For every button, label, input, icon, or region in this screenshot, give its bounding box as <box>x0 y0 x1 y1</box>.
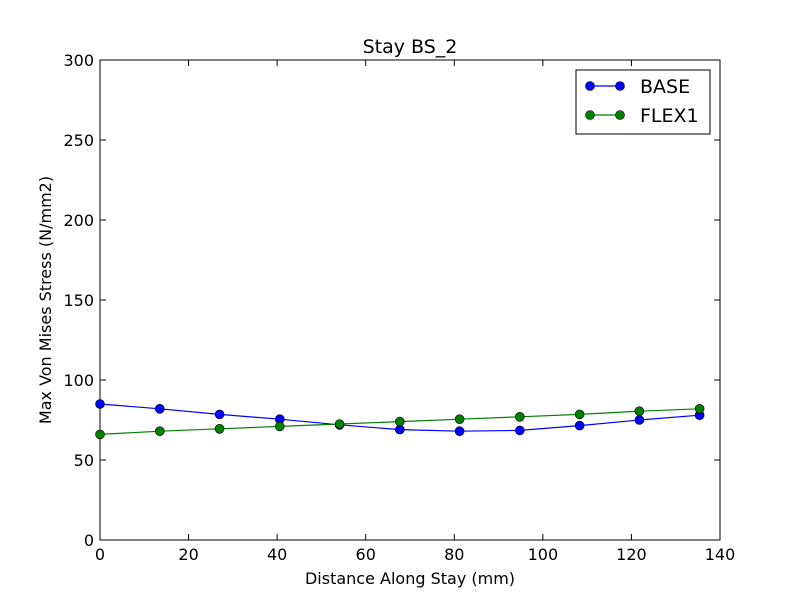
x-tick-label: 100 <box>528 545 559 564</box>
data-point-base <box>515 425 525 436</box>
y-axis-label: Max Von Mises Stress (N/mm2) <box>36 176 55 424</box>
data-point-flex1 <box>154 426 165 437</box>
data-point-flex1 <box>334 419 345 429</box>
data-point-flex1 <box>634 406 645 417</box>
x-tick-label: 60 <box>356 545 376 564</box>
legend-marker-base <box>615 81 625 91</box>
data-point-base <box>634 415 645 425</box>
legend-marker-flex1 <box>615 110 625 120</box>
x-tick-label: 140 <box>705 545 736 564</box>
x-tick-label: 20 <box>178 545 198 564</box>
legend-marker-flex1 <box>585 110 595 120</box>
y-tick-label: 250 <box>63 131 94 150</box>
data-point-flex1 <box>574 409 585 420</box>
y-tick-label: 0 <box>84 531 94 550</box>
data-point-base <box>95 399 105 409</box>
data-point-base <box>395 424 405 435</box>
data-point-base <box>154 403 165 414</box>
y-tick-label: 50 <box>74 451 94 470</box>
x-tick-label: 120 <box>616 545 647 564</box>
x-tick-label: 40 <box>267 545 287 564</box>
data-point-flex1 <box>214 423 225 434</box>
chart-title: Stay BS_2 <box>363 36 458 58</box>
data-point-flex1 <box>274 421 285 432</box>
data-point-base <box>454 426 465 437</box>
data-point-flex1 <box>454 414 465 425</box>
data-point-flex1 <box>395 416 405 427</box>
y-tick-label: 300 <box>63 51 94 70</box>
x-tick-label: 0 <box>95 545 105 564</box>
data-point-base <box>214 409 225 420</box>
x-axis-label: Distance Along Stay (mm) <box>305 569 515 588</box>
legend: BASE FLEX1 <box>575 69 711 135</box>
y-tick-label: 100 <box>63 371 94 390</box>
data-point-flex1 <box>95 429 105 440</box>
data-point-flex1 <box>694 403 705 414</box>
y-tick-label: 200 <box>63 211 94 230</box>
data-point-base <box>574 420 585 431</box>
x-tick-label: 80 <box>444 545 464 564</box>
legend-label-flex1: FLEX1 <box>640 105 699 127</box>
legend-label-base: BASE <box>640 76 690 98</box>
legend-box <box>575 69 711 135</box>
y-tick-label: 150 <box>63 291 94 310</box>
plot-area: 0 20 40 60 80 100 120 140 0 50 100 150 200 250 300 <box>63 51 735 564</box>
data-point-flex1 <box>515 411 525 422</box>
legend-marker-base <box>585 81 595 91</box>
